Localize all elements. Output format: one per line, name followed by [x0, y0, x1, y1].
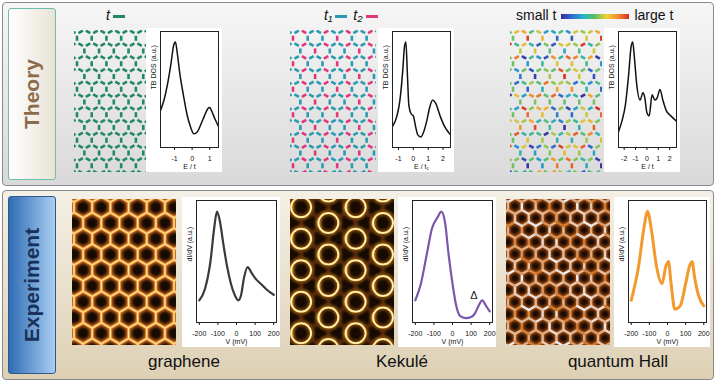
svg-text:0: 0	[451, 330, 455, 337]
svg-text:E / t: E / t	[641, 163, 654, 170]
svg-text:-100: -100	[211, 330, 225, 337]
svg-text:0: 0	[235, 330, 239, 337]
svg-text:-100: -100	[642, 330, 656, 337]
svg-text:V (mV): V (mV)	[442, 338, 464, 346]
html-text:Theory: Theory	[20, 59, 43, 129]
svg-text:E / t₁: E / t₁	[414, 163, 429, 170]
html-text:small t: small t	[516, 7, 557, 23]
svg-text:100: 100	[465, 330, 477, 337]
svg-text:-200: -200	[624, 330, 638, 337]
svg-text:0: 0	[190, 155, 194, 162]
html-text:quantum Hall: quantum Hall	[567, 352, 669, 371]
svg-text:0: 0	[666, 330, 670, 337]
svg-text:Δ: Δ	[470, 289, 478, 301]
svg-text:200: 200	[484, 330, 496, 337]
svg-text:-200: -200	[192, 330, 206, 337]
svg-text:dI/dV (a.u.): dI/dV (a.u.)	[402, 227, 410, 262]
svg-text:0: 0	[411, 155, 415, 162]
html-text:t₂: t₂	[353, 7, 363, 23]
svg-text:TB DOS (a.u.): TB DOS (a.u.)	[150, 45, 158, 89]
svg-text:100: 100	[249, 330, 261, 337]
svg-text:1: 1	[208, 155, 212, 162]
svg-text:V (mV): V (mV)	[657, 338, 679, 346]
html-text:large t: large t	[634, 7, 674, 23]
html-text:Kekulé: Kekulé	[376, 352, 428, 371]
svg-text:-200: -200	[408, 330, 422, 337]
svg-text:-100: -100	[427, 330, 441, 337]
svg-text:TB DOS (a.u.): TB DOS (a.u.)	[382, 45, 390, 89]
svg-text:200: 200	[268, 330, 280, 337]
svg-text:V (mV): V (mV)	[226, 338, 248, 346]
svg-text:2: 2	[441, 155, 445, 162]
html-text:Experiment: Experiment	[20, 227, 43, 343]
svg-text:-2: -2	[621, 155, 627, 162]
svg-text:100: 100	[680, 330, 692, 337]
svg-text:1: 1	[426, 155, 430, 162]
svg-text:0: 0	[645, 155, 649, 162]
svg-text:200: 200	[698, 330, 710, 337]
svg-text:-1: -1	[395, 155, 401, 162]
svg-text:TB DOS (a.u.): TB DOS (a.u.)	[608, 45, 616, 89]
svg-text:1: 1	[656, 155, 660, 162]
svg-text:2: 2	[668, 155, 672, 162]
svg-text:dI/dV (a.u.): dI/dV (a.u.)	[618, 227, 626, 262]
svg-text:E / t: E / t	[183, 163, 196, 170]
html-text:t₁: t₁	[324, 7, 333, 23]
svg-text:-1: -1	[171, 155, 177, 162]
html-text:t: t	[106, 7, 110, 23]
svg-text:-1: -1	[632, 155, 638, 162]
html-text:graphene: graphene	[148, 352, 220, 371]
svg-text:dI/dV (a.u.): dI/dV (a.u.)	[186, 227, 194, 262]
